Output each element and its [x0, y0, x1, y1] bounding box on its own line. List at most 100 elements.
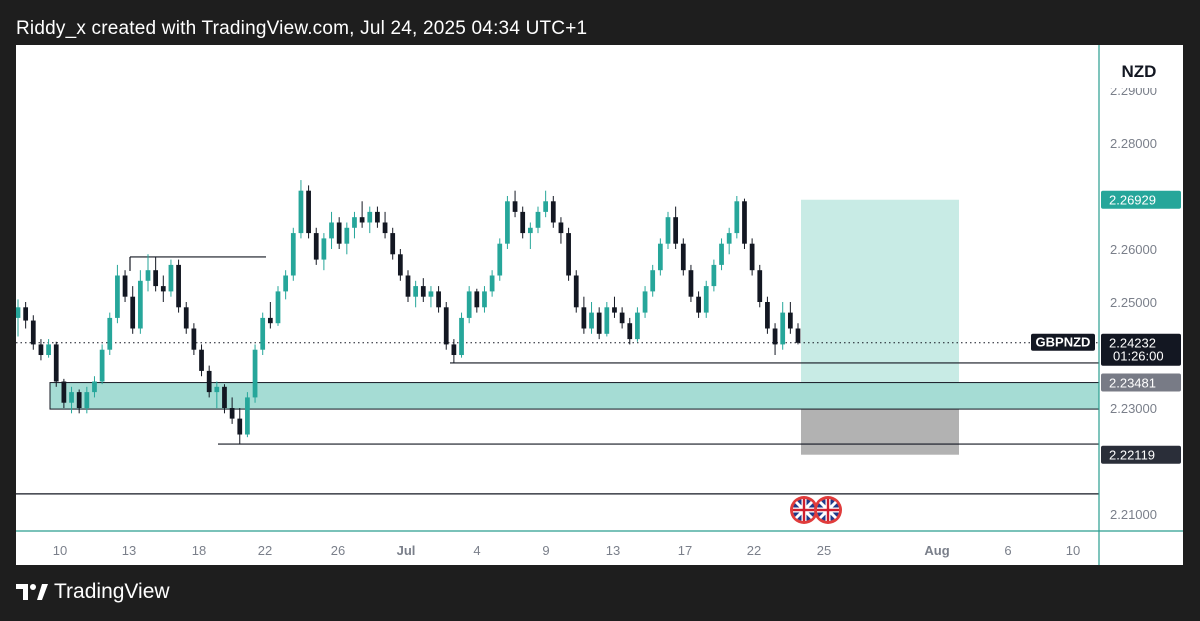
- candle: [183, 302, 189, 334]
- candle-body: [711, 264, 717, 287]
- candle: [344, 222, 350, 255]
- candle-body: [665, 217, 671, 244]
- flag-cross-red: [802, 499, 806, 521]
- candle: [443, 302, 449, 350]
- candle-body: [245, 397, 250, 435]
- candle-body: [168, 264, 174, 292]
- candle: [359, 201, 365, 228]
- candle: [558, 217, 564, 244]
- tradingview-logo-icon: [16, 584, 48, 600]
- candle-body: [627, 323, 633, 340]
- candle: [84, 386, 90, 414]
- candle: [61, 378, 67, 409]
- candle-body: [696, 296, 701, 313]
- candle: [30, 315, 36, 350]
- candle: [619, 307, 625, 329]
- candle-body: [122, 275, 128, 297]
- candle-body: [275, 291, 281, 324]
- candle: [680, 238, 686, 276]
- candle-body: [650, 270, 656, 292]
- candle: [726, 227, 732, 255]
- candle: [298, 180, 304, 239]
- candle: [635, 307, 640, 342]
- candle: [765, 296, 770, 334]
- candle-body: [497, 243, 503, 276]
- candle: [527, 222, 533, 249]
- time-tick-label: 25: [817, 543, 831, 558]
- chart-header: Riddy_x created with TradingView.com, Ju…: [16, 18, 588, 39]
- price-tag-stop: 2.22119: [1101, 445, 1181, 464]
- candle: [512, 190, 518, 218]
- price-chart[interactable]: 2.290002.280002.260002.250002.230002.210…: [16, 45, 1183, 565]
- candle-body: [252, 349, 258, 398]
- candle-body: [734, 201, 740, 234]
- flag-cross-red: [826, 499, 830, 521]
- candle-body: [436, 291, 441, 308]
- candle: [459, 312, 464, 358]
- chart-frame[interactable]: 2.29000 2.28000 2.26000 2.25000 2.23000 2.210…: [16, 45, 1183, 565]
- candle: [306, 185, 311, 239]
- candle-body: [191, 328, 197, 350]
- candle: [122, 270, 128, 302]
- time-tick-label: 18: [192, 543, 206, 558]
- candle-body: [61, 381, 67, 403]
- price-tag-label: 2.26929: [1109, 193, 1156, 208]
- candle-body: [283, 275, 289, 292]
- candle-body: [573, 275, 579, 308]
- candle: [604, 302, 610, 337]
- candle-body: [107, 317, 113, 350]
- uk-flag-icon[interactable]: [790, 496, 818, 524]
- price-tag-bg: [1101, 445, 1181, 464]
- candle-body: [719, 243, 724, 265]
- candle: [566, 227, 571, 281]
- candle: [76, 389, 82, 414]
- candle-body: [397, 254, 403, 276]
- time-tick-label: 9: [542, 543, 549, 558]
- candle-body: [489, 275, 495, 292]
- candle: [673, 206, 679, 249]
- candle-body: [298, 190, 304, 234]
- time-tick-label: 6: [1004, 543, 1011, 558]
- candle-body: [482, 291, 487, 308]
- candle: [382, 211, 388, 239]
- candle: [160, 275, 166, 302]
- candle-body: [703, 286, 709, 313]
- target-zone: [801, 199, 959, 383]
- candle-body: [772, 328, 778, 345]
- price-tag-bg: [1101, 333, 1181, 366]
- footer-brand: TradingView: [16, 578, 170, 606]
- candle: [137, 270, 143, 334]
- candle: [795, 323, 801, 345]
- candle-body: [145, 270, 151, 281]
- candle: [642, 286, 648, 318]
- candle: [191, 323, 197, 356]
- candle: [145, 254, 151, 292]
- candle-body: [443, 307, 449, 345]
- candle-body: [512, 201, 518, 212]
- candle: [336, 217, 342, 249]
- candle-body: [260, 317, 266, 350]
- price-tick-label: 2.26000: [1110, 242, 1157, 257]
- candle: [749, 238, 755, 276]
- candle-body: [76, 392, 82, 409]
- candle-body: [405, 275, 411, 297]
- candle: [130, 286, 136, 334]
- price-tag-entry: 2.23481: [1101, 373, 1181, 392]
- candle: [596, 307, 602, 340]
- candle: [420, 278, 426, 302]
- candle-body: [466, 291, 472, 318]
- candle: [734, 195, 740, 239]
- candle-body: [229, 408, 235, 419]
- candle: [688, 264, 694, 302]
- candle: [153, 256, 159, 292]
- uk-flag-icon[interactable]: [814, 496, 842, 524]
- price-countdown: 01:26:00: [1113, 349, 1164, 364]
- candle-body: [375, 211, 380, 223]
- candle-body: [329, 222, 334, 239]
- candle: [290, 227, 296, 281]
- time-tick-label: 10: [1066, 543, 1080, 558]
- candle-body: [344, 227, 350, 244]
- candle-body: [757, 270, 763, 302]
- footer-brand-text: TradingView: [54, 580, 170, 603]
- candle: [703, 280, 709, 318]
